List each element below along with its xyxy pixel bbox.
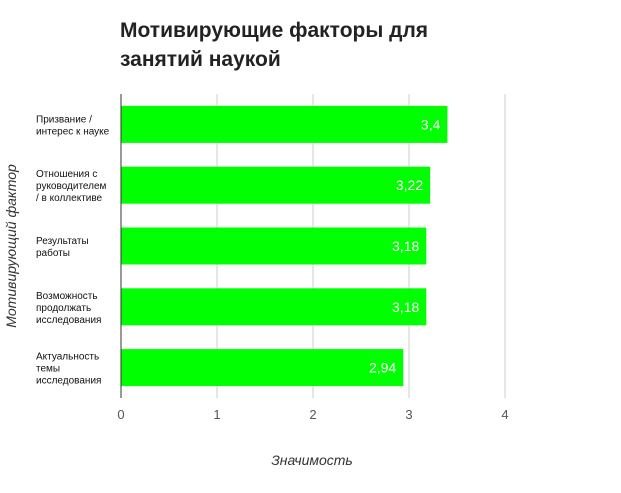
- bar: [121, 105, 448, 143]
- x-tick-labels: 0 1 2 3 4: [117, 407, 508, 422]
- category-label: Отношения с руководителем / в коллективе: [36, 169, 107, 204]
- chart-title: Мотивирующие факторы для занятий наукой: [120, 19, 429, 71]
- data-label: 2,94: [369, 360, 396, 376]
- bar: [121, 288, 427, 326]
- category-label: Актуальность темы исследования: [36, 352, 101, 387]
- bars: 3,4 3,22 3,18 3,18 2,94: [121, 105, 448, 387]
- x-tick-label: 1: [213, 407, 220, 422]
- x-tick-label: 2: [309, 407, 316, 422]
- bar: [121, 166, 431, 204]
- data-label: 3,4: [421, 116, 441, 132]
- category-label: Возможность продолжать исследования: [36, 291, 101, 326]
- data-label: 3,18: [392, 299, 419, 315]
- x-axis-title: Значимость: [271, 452, 353, 468]
- category-label: Результаты работы: [36, 236, 89, 259]
- x-tick-label: 4: [501, 407, 508, 422]
- category-labels: Призвание / интерес к науке Отношения с рук…: [36, 114, 110, 386]
- x-tick-label: 3: [405, 407, 412, 422]
- data-label: 3,18: [392, 238, 419, 254]
- x-tick-label: 0: [117, 407, 124, 422]
- bar: [121, 349, 404, 387]
- bar: [121, 227, 427, 265]
- data-label: 3,22: [396, 177, 423, 193]
- category-label: Призвание / интерес к науке: [36, 114, 110, 137]
- y-axis-title: Мотивирующий фактор: [3, 164, 19, 328]
